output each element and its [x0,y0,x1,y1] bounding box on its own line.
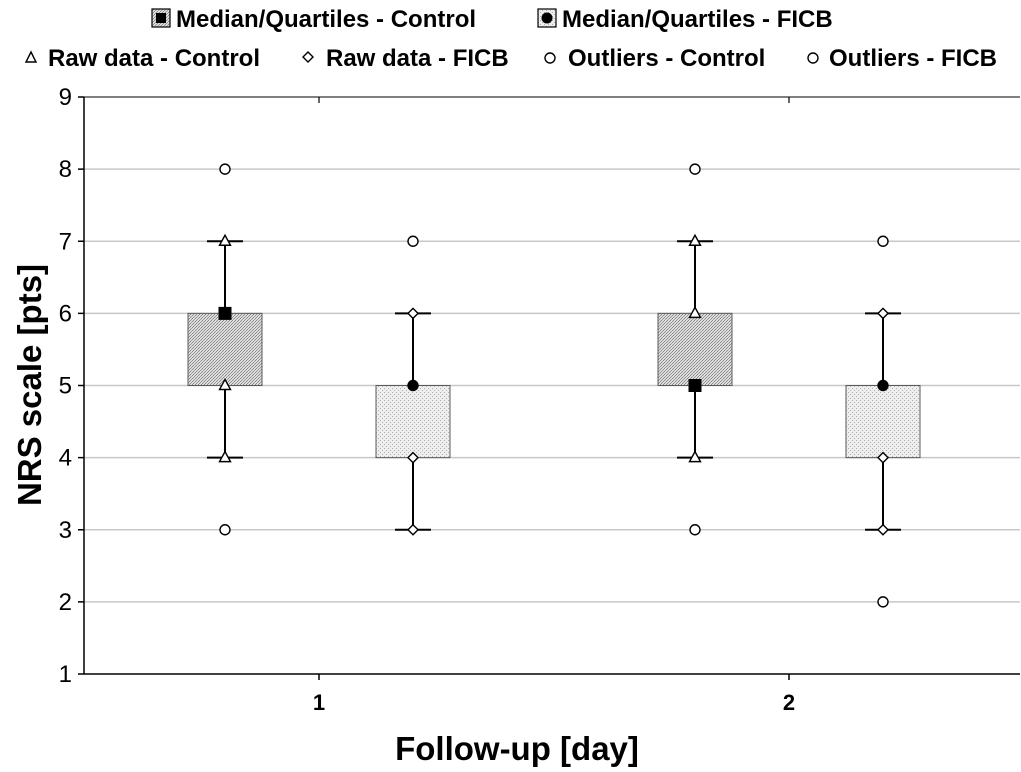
y-tick-label-8: 8 [59,156,72,183]
legend-item-raw-ficb: Raw data - FICB [302,45,509,72]
y-tick-label-6: 6 [59,300,72,327]
raw-point-control-day2-2 [688,233,702,246]
legend: Median/Quartiles - Control Median/Quarti… [24,6,997,72]
raw-point-ficb-day1-0 [407,523,419,536]
raw-point-control-day2-1 [688,305,702,319]
legend-item-raw-control: Raw data - Control [24,45,260,72]
median-marker-control-day2 [688,379,702,392]
legend-marker-triangle [24,50,38,63]
box-control-day1 [187,312,263,386]
legend-item-outliers-control: Outliers - Control [544,45,765,72]
x-axis-title: Follow-up [day] [395,730,639,767]
raw-point-ficb-day2-1 [877,451,889,464]
y-tick-label-9: 9 [59,84,72,111]
raw-point-ficb-day2-0 [877,523,889,536]
legend-label-outliers-ficb: Outliers - FICB [829,45,997,72]
y-tick-label-2: 2 [59,589,72,616]
raw-point-ficb-day1-1 [407,451,419,464]
raw-point-control-day1-1 [218,378,232,391]
y-tick-label-1: 1 [59,661,72,688]
box-ficb-day2 [845,385,921,459]
legend-label-median-ficb: Median/Quartiles - FICB [562,6,833,33]
plot-marks [187,163,921,608]
legend-marker-circle [541,12,553,24]
box-ficb-day1 [375,385,451,459]
legend-item-median-ficb: Median/Quartiles - FICB [537,6,833,33]
y-tick-label-7: 7 [59,228,72,255]
median-marker-ficb-day1 [407,379,419,392]
x-tick-label-1: 1 [313,690,325,715]
outlier-point-control-day2-1 [689,163,701,175]
legend-label-median-control: Median/Quartiles - Control [176,6,476,33]
median-marker-ficb-day2 [877,379,889,392]
outlier-point-ficb-day1-0 [407,235,419,247]
legend-item-median-control: Median/Quartiles - Control [151,6,476,33]
legend-label-raw-ficb: Raw data - FICB [326,45,509,72]
outlier-point-ficb-day2-0 [877,596,889,608]
x-tick-label-2: 2 [783,690,795,715]
raw-point-ficb-day1-2 [407,307,419,320]
median-marker-control-day1 [218,306,232,320]
raw-point-control-day1-2 [218,233,232,246]
legend-label-raw-control: Raw data - Control [48,45,260,72]
box-control-day2 [657,312,733,386]
y-tick-label-3: 3 [59,517,72,544]
raw-point-control-day2-0 [688,450,702,463]
outlier-point-control-day1-1 [219,163,231,175]
legend-marker-diamond [302,51,314,63]
legend-item-outliers-ficb: Outliers - FICB [807,45,997,72]
raw-point-control-day1-0 [218,450,232,463]
legend-marker-square [156,13,166,23]
y-tick-label-4: 4 [59,445,72,472]
outlier-point-ficb-day2-1 [877,235,889,247]
legend-label-outliers-control: Outliers - Control [568,45,765,72]
legend-marker-circle-ficb [807,52,819,64]
outlier-point-control-day1-0 [219,524,231,536]
raw-point-ficb-day2-2 [877,307,889,320]
y-tick-label-5: 5 [59,373,72,400]
y-axis-title: NRS scale [pts] [11,264,48,506]
outlier-point-control-day2-0 [689,524,701,536]
axes: 1 2 3 4 5 6 7 8 9 1 2 [59,84,1020,715]
legend-marker-circle-control [544,52,556,64]
